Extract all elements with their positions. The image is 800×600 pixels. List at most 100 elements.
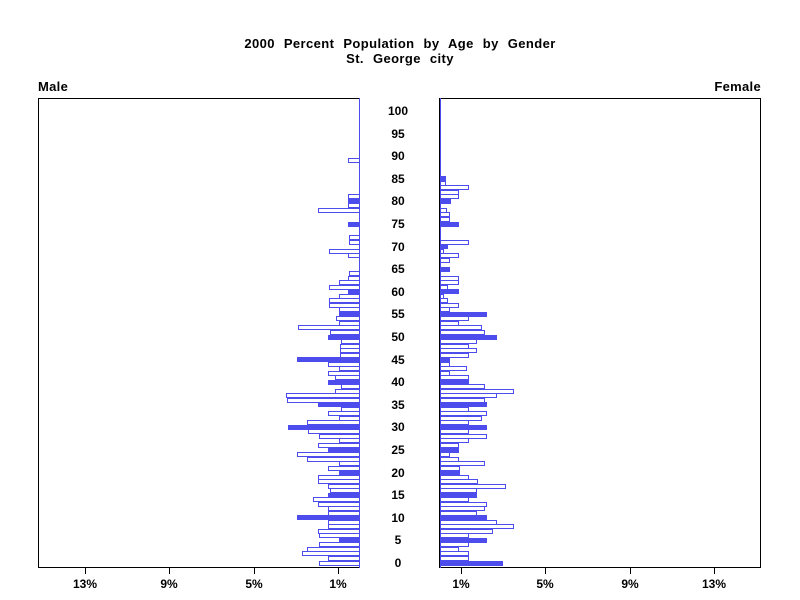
female-percent-tick-label-9: 9% [621,577,639,591]
male-bar-age-80 [348,199,360,204]
female-bar-age-63 [440,276,459,281]
male-bar-age-57 [329,303,360,308]
male-bar-age-23 [307,457,360,462]
female-bar-age-80 [440,199,451,204]
male-percent-tick-label-9: 9% [160,577,178,591]
female-percent-tick-label-1: 1% [452,577,470,591]
male-percent-tick-label-5: 5% [245,577,263,591]
chart-title: 2000 Percent Population by Age by Gender [244,36,556,51]
female-bar-age-76 [440,217,450,222]
female-bar-age-23 [440,457,459,462]
age-tick-label-70: 70 [391,240,405,254]
female-bar-age-75 [440,222,459,227]
female-bar-age-67 [440,258,450,263]
age-tick-label-25: 25 [391,443,405,457]
chart-subtitle: St. George city [346,51,454,66]
female-bar-age-78 [440,208,447,213]
female-bar-age-84 [440,181,446,186]
male-bar-age-75 [348,222,360,227]
female-bar-age-1 [440,556,469,561]
male-bar-age-36 [287,398,360,403]
female-bar-age-68 [440,253,459,258]
age-tick-label-0: 0 [394,556,402,570]
male-bar-age-26 [318,443,360,448]
female-bar-age-58 [440,298,448,303]
male-bar-age-59 [339,294,360,299]
male-bar-age-72 [349,235,360,240]
female-bar-age-41 [440,375,469,380]
male-bar-age-61 [329,285,360,290]
male-percent-tick-1 [338,568,339,574]
male-bar-age-37 [286,393,360,398]
male-panel-frame [38,98,360,568]
female-bar-age-17 [440,484,506,489]
male-bar-age-40 [328,380,360,385]
age-tick-label-10: 10 [391,511,405,525]
female-bar-age-9 [440,520,497,525]
male-bar-age-19 [318,475,360,480]
male-bar-age-13 [318,502,360,507]
male-percent-tick-5 [254,568,255,574]
male-bar-age-32 [339,416,360,421]
female-bar-age-25 [440,448,459,453]
female-bar-age-21 [440,466,460,471]
male-bar-age-7 [318,529,360,534]
age-tick-label-80: 80 [391,194,405,208]
male-bar-age-48 [340,344,360,349]
age-tick-label-30: 30 [391,420,405,434]
male-bar-age-31 [307,420,360,425]
female-percent-tick-label-13: 13% [701,577,727,591]
male-bar-age-45 [297,357,360,362]
age-tick-label-45: 45 [391,353,405,367]
male-bar-age-52 [298,325,360,330]
female-percent-tick-1 [461,568,462,574]
male-percent-tick-13 [85,568,86,574]
male-bar-age-63 [348,276,360,281]
age-tick-label-15: 15 [391,488,405,502]
age-tick-label-95: 95 [391,127,405,141]
male-bar-age-25 [328,448,360,453]
male-bar-age-55 [339,312,360,317]
male-percent-tick-label-1: 1% [329,577,347,591]
female-bar-age-65 [440,267,450,272]
male-bar-age-38 [335,389,360,394]
male-bar-age-15 [328,493,360,498]
male-bar-age-64 [349,271,360,276]
female-bar-age-5 [440,538,487,543]
male-bar-age-44 [328,362,360,367]
female-percent-tick-5 [545,568,546,574]
female-bar-age-55 [440,312,487,317]
female-bar-age-28 [440,434,487,439]
female-bar-age-34 [440,407,469,412]
age-tick-label-5: 5 [394,533,402,547]
male-bar-age-30 [288,425,360,430]
female-bar-age-42 [440,371,450,376]
female-bar-age-30 [440,425,487,430]
female-bar-age-50 [440,335,497,340]
male-bar-age-51 [330,330,360,335]
male-bar-age-69 [329,249,360,254]
age-tick-label-90: 90 [391,149,405,163]
age-tick-label-50: 50 [391,330,405,344]
female-bar-age-11 [440,511,477,516]
female-bar-age-0 [440,561,503,566]
female-bar-age-57 [440,303,459,308]
male-bar-age-9 [328,520,360,525]
male-bar-age-17 [328,484,360,489]
female-percent-tick-13 [714,568,715,574]
female-bar-age-71 [440,240,469,245]
male-bar-age-71 [349,240,360,245]
male-bar-age-53 [339,321,360,326]
female-bar-age-22 [440,461,485,466]
female-bar-age-59 [440,294,444,299]
female-bar-age-36 [440,398,485,403]
female-bar-age-15 [440,493,477,498]
male-percent-tick-label-13: 13% [72,577,98,591]
male-bar-age-42 [328,371,360,376]
male-bar-age-34 [341,407,360,412]
female-percent-tick-label-5: 5% [536,577,554,591]
female-bar-age-26 [440,443,459,448]
male-bar-age-78 [318,208,360,213]
age-tick-label-55: 55 [391,307,405,321]
